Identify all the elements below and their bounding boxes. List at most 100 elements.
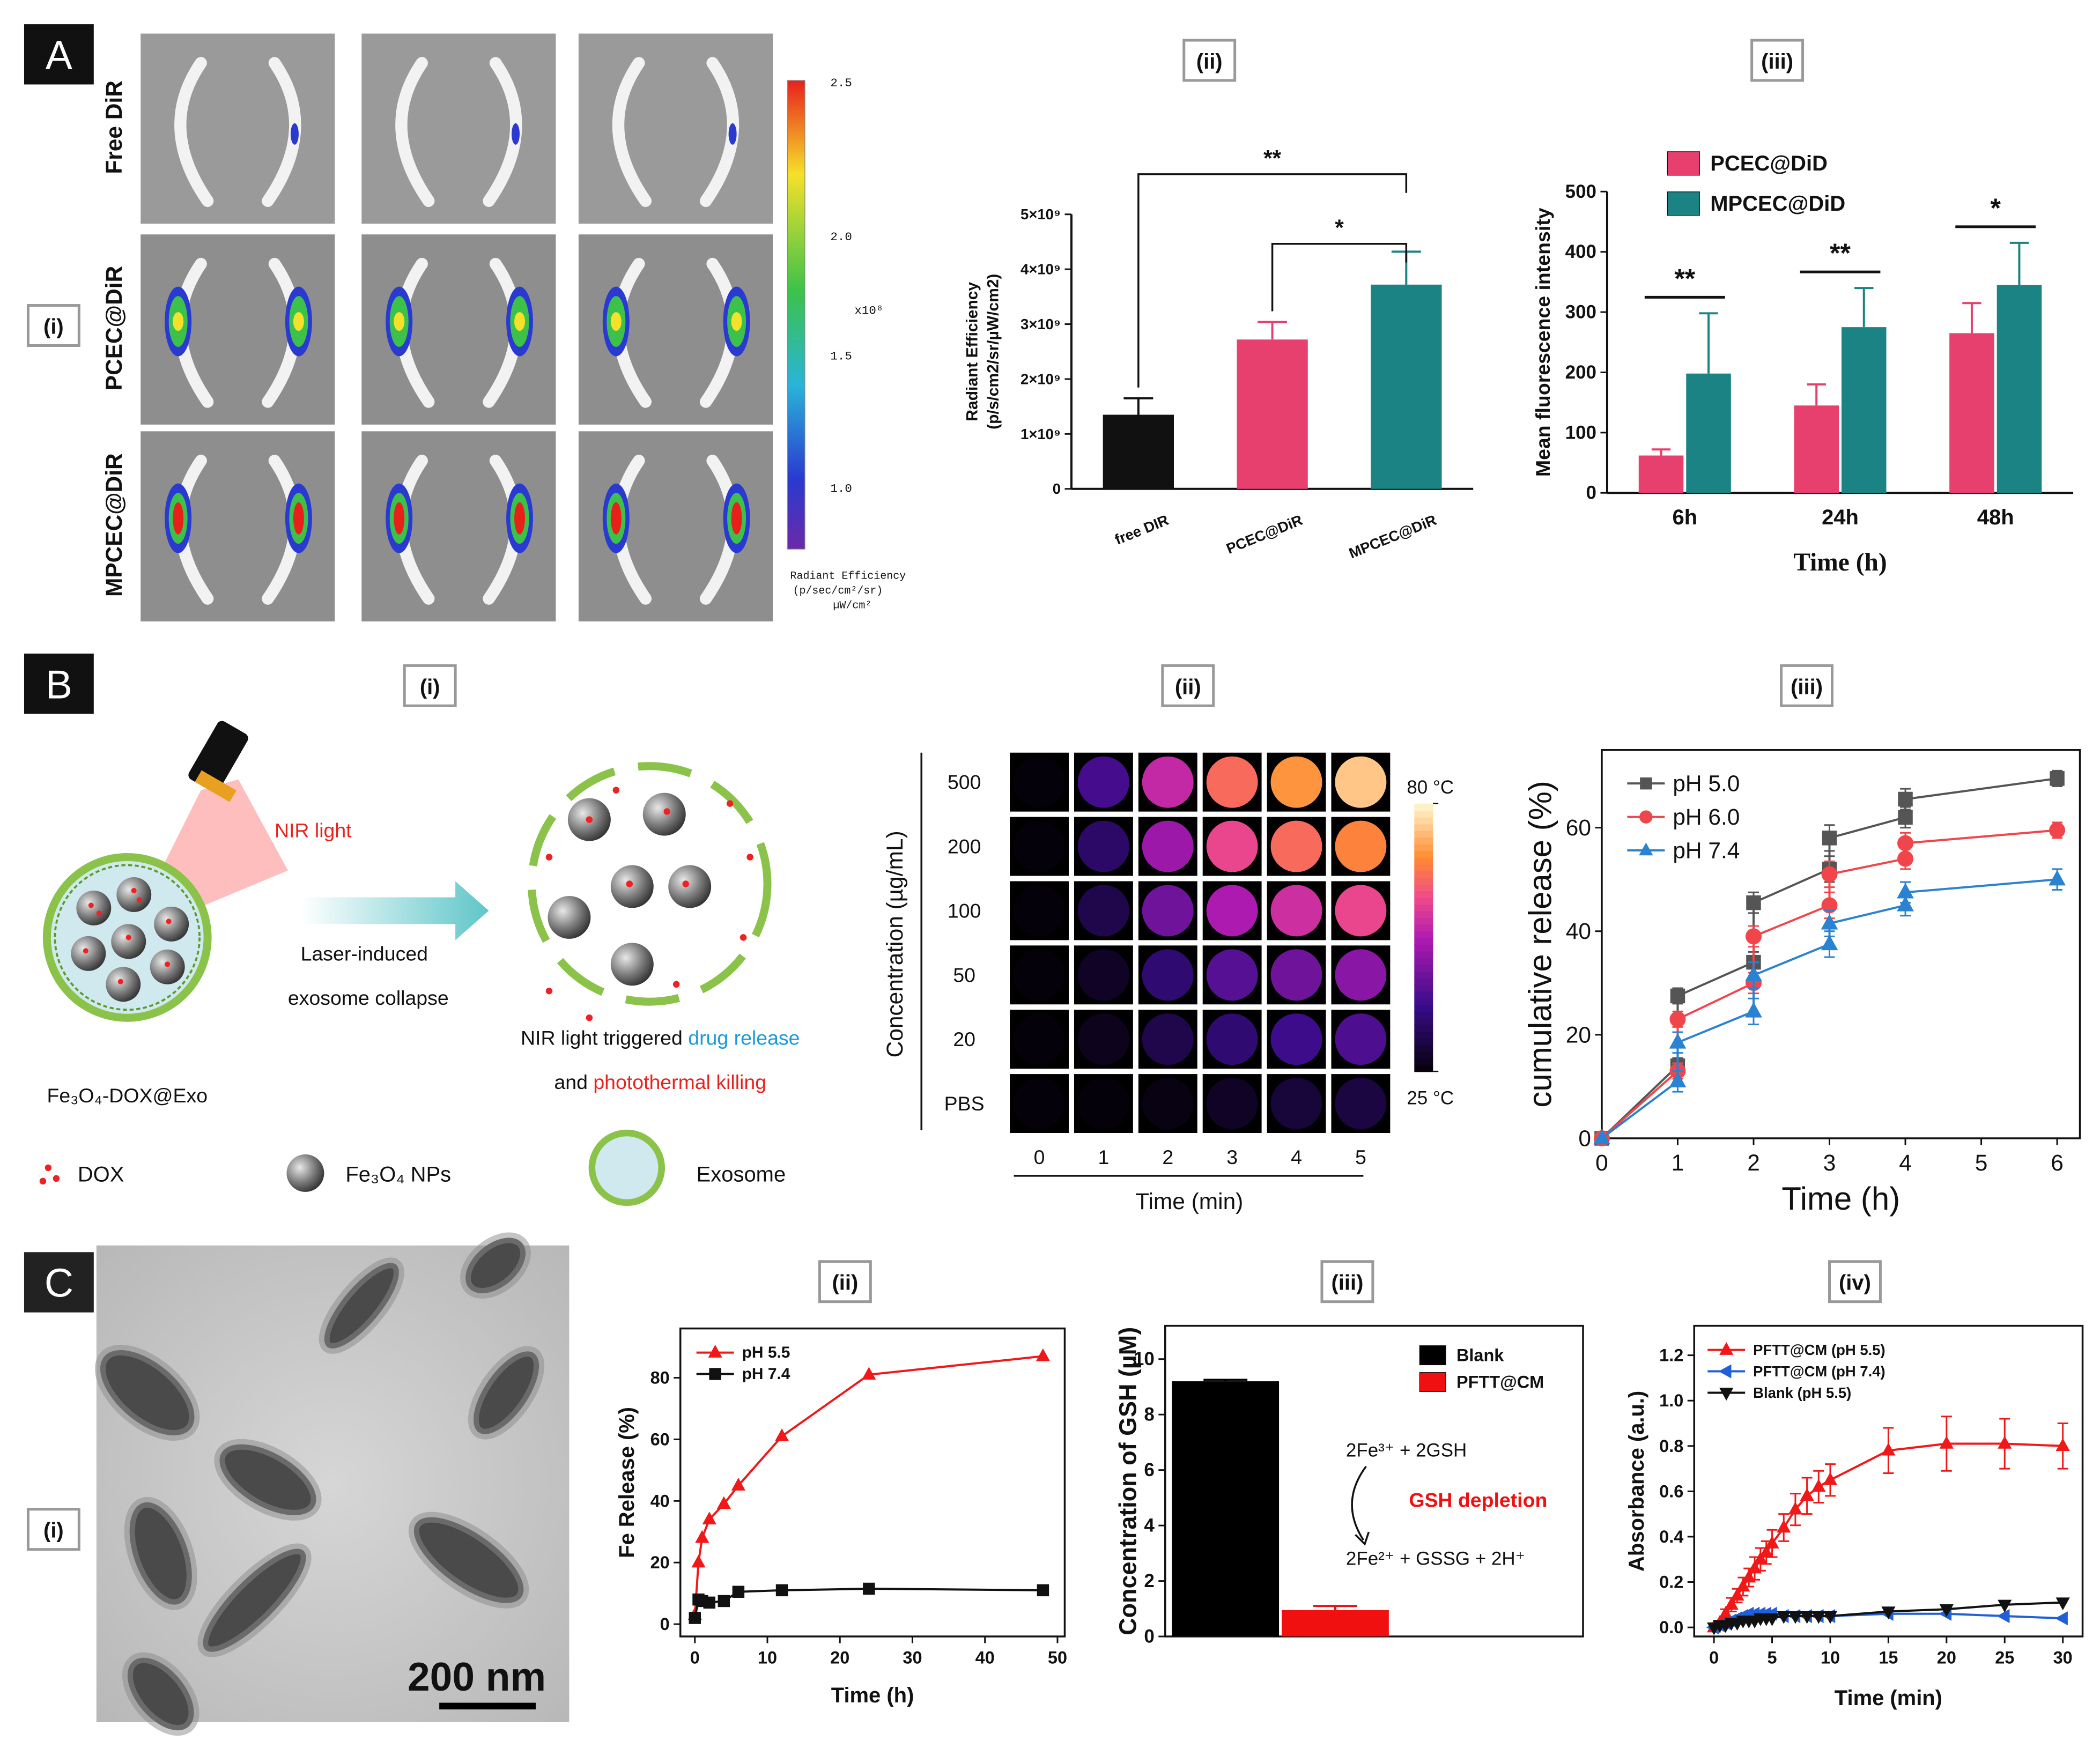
marker bbox=[1759, 1544, 1773, 1558]
colorbar-step bbox=[1414, 930, 1433, 938]
marker bbox=[1669, 1011, 1686, 1027]
x-tick-label: MPCEC@DiR bbox=[1347, 512, 1439, 562]
nir-label: NIR light bbox=[275, 819, 352, 842]
cell bbox=[1335, 949, 1387, 1001]
x-tick-label: free DIR bbox=[1112, 512, 1171, 548]
cell bbox=[1077, 756, 1129, 808]
released-dox bbox=[545, 787, 753, 1021]
y-tick-label: 0.4 bbox=[1659, 1527, 1683, 1546]
schematic: NIR light Laser-induced exosome collapse… bbox=[39, 721, 800, 1206]
y-tick-label: 60 bbox=[1566, 815, 1591, 840]
exosome-name: Fe₃O₄-DOX@Exo bbox=[47, 1084, 208, 1107]
marker bbox=[1821, 914, 1838, 930]
cell bbox=[1142, 949, 1194, 1001]
signal bbox=[610, 502, 622, 535]
y-axis-label: (p/s/cm2/sr/µW/cm2) bbox=[985, 274, 1002, 429]
bar bbox=[1371, 284, 1442, 489]
cell bbox=[1014, 756, 1065, 808]
x-tick-label: 25 bbox=[1995, 1648, 2014, 1668]
significance: * bbox=[1335, 215, 1344, 240]
colorbar-step bbox=[1414, 843, 1433, 851]
bar bbox=[1686, 373, 1731, 493]
marker bbox=[1998, 1435, 2012, 1449]
cell bbox=[1206, 1078, 1258, 1130]
signal bbox=[731, 312, 742, 331]
marker bbox=[1640, 777, 1652, 790]
marker bbox=[732, 1586, 745, 1598]
marker bbox=[731, 1477, 745, 1491]
y-tick-label: 0 bbox=[1053, 480, 1061, 497]
colorbar-step bbox=[1414, 1011, 1433, 1019]
legend-label: PFTT@CM (pH 7.4) bbox=[1753, 1363, 1885, 1380]
marker bbox=[1881, 1442, 1896, 1456]
panel-tag: (i) bbox=[420, 675, 440, 699]
x-tick-label: 0 bbox=[1595, 1150, 1608, 1175]
legend-exosome-icon bbox=[588, 1129, 665, 1206]
marker bbox=[1669, 1072, 1687, 1088]
cell bbox=[1270, 885, 1322, 937]
panel-tag-box bbox=[1780, 664, 1834, 707]
panel-label-box bbox=[24, 1252, 94, 1313]
cell bbox=[1142, 1078, 1194, 1130]
signal bbox=[394, 502, 405, 535]
x-axis-label: Time (h) bbox=[1793, 549, 1887, 576]
x-tick-label: 30 bbox=[903, 1648, 922, 1668]
marker bbox=[1821, 935, 1838, 951]
colorbar-title: Radiant Efficiency bbox=[790, 570, 906, 582]
legend-label: pH 7.4 bbox=[1673, 838, 1740, 863]
row-label: PCEC@DiR bbox=[101, 266, 127, 390]
x-tick-label: 1 bbox=[1098, 1146, 1109, 1168]
marker bbox=[1788, 1501, 1803, 1515]
panel-label: B bbox=[46, 662, 72, 707]
x-tick-label: 30 bbox=[2053, 1648, 2073, 1668]
legend-label: pH 5.5 bbox=[742, 1344, 790, 1361]
y-tick-label: 5×10⁹ bbox=[1021, 206, 1061, 223]
x-tick-label: 40 bbox=[975, 1648, 995, 1668]
legend-label: DOX bbox=[78, 1162, 124, 1186]
laser-label: exosome collapse bbox=[288, 987, 449, 1009]
cell bbox=[1335, 1013, 1387, 1065]
marker bbox=[2049, 822, 2066, 839]
bar bbox=[1949, 333, 1994, 493]
marker bbox=[775, 1584, 788, 1597]
legend-label: PCEC@DiD bbox=[1710, 152, 1828, 175]
x-tick-label: 15 bbox=[1879, 1648, 1898, 1668]
colorbar-step bbox=[1414, 850, 1433, 858]
colorbar-step bbox=[1414, 803, 1433, 811]
cell bbox=[1206, 885, 1258, 937]
colorbar-step bbox=[1414, 910, 1433, 918]
marker bbox=[1670, 988, 1685, 1004]
cell bbox=[1077, 1078, 1129, 1130]
colorbar-step bbox=[1414, 837, 1433, 844]
cell bbox=[1077, 949, 1129, 1001]
row-label: Free DiR bbox=[101, 80, 127, 174]
marker bbox=[1821, 866, 1838, 883]
colorbar-step bbox=[1414, 877, 1433, 885]
caption-part: photothermal killing bbox=[593, 1071, 766, 1093]
panel-tag-box bbox=[1750, 39, 1805, 82]
marker bbox=[1898, 810, 1913, 825]
row-label: 50 bbox=[953, 964, 975, 986]
cell bbox=[1077, 820, 1129, 872]
signal bbox=[293, 502, 304, 535]
y-tick-label: 1.0 bbox=[1659, 1391, 1683, 1410]
panel-tag-box bbox=[26, 1508, 80, 1551]
significance: ** bbox=[1830, 238, 1851, 268]
panel-tag-box bbox=[1182, 39, 1237, 82]
x-tick-label: 10 bbox=[1821, 1648, 1840, 1668]
marker bbox=[702, 1512, 716, 1525]
colorbar-step bbox=[1414, 924, 1433, 932]
cell bbox=[1142, 885, 1194, 937]
y-tick-label: 0 bbox=[1586, 483, 1596, 503]
y-tick-label: 40 bbox=[650, 1491, 670, 1510]
cell bbox=[1335, 885, 1387, 937]
marker bbox=[1719, 1388, 1734, 1401]
colorbar-step bbox=[1414, 897, 1433, 905]
x-axis-label: Time (h) bbox=[831, 1684, 914, 1707]
colorbar-title: µW/cm² bbox=[833, 599, 871, 612]
x-tick-label: 6h bbox=[1672, 506, 1697, 529]
colorbar-step bbox=[1414, 937, 1433, 945]
y-tick-label: 1×10⁹ bbox=[1021, 426, 1061, 442]
colorbar-step bbox=[1414, 1004, 1433, 1012]
colorbar-step bbox=[1414, 957, 1433, 965]
